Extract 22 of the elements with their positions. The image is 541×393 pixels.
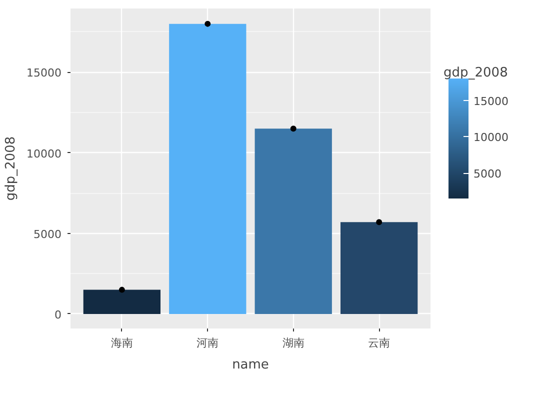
color-bar-title: gdp_2008 xyxy=(444,66,508,80)
point xyxy=(290,126,296,132)
color-bar-label: 5000 xyxy=(474,168,502,181)
x-axis-title: name xyxy=(232,358,269,372)
y-tick-label: 15000 xyxy=(26,66,62,80)
point xyxy=(376,219,382,226)
x-tick-label: 湖南 xyxy=(282,336,304,350)
point xyxy=(204,20,211,27)
bar xyxy=(83,290,160,314)
x-tick-label: 海南 xyxy=(110,336,133,350)
y-tick-label: 0 xyxy=(54,308,62,322)
bar xyxy=(169,24,246,314)
y-tick-label: 5000 xyxy=(34,228,62,241)
y-tick-label: 10000 xyxy=(26,147,62,160)
x-tick-label: 河南 xyxy=(196,336,219,350)
bar xyxy=(340,222,418,314)
color-bar-label: 10000 xyxy=(474,131,508,144)
color-bar-label: 15000 xyxy=(474,94,508,108)
point xyxy=(118,286,125,293)
bar xyxy=(254,128,332,314)
x-tick-label: 云南 xyxy=(368,336,390,350)
y-axis-title: gdp_2008 xyxy=(4,136,19,201)
